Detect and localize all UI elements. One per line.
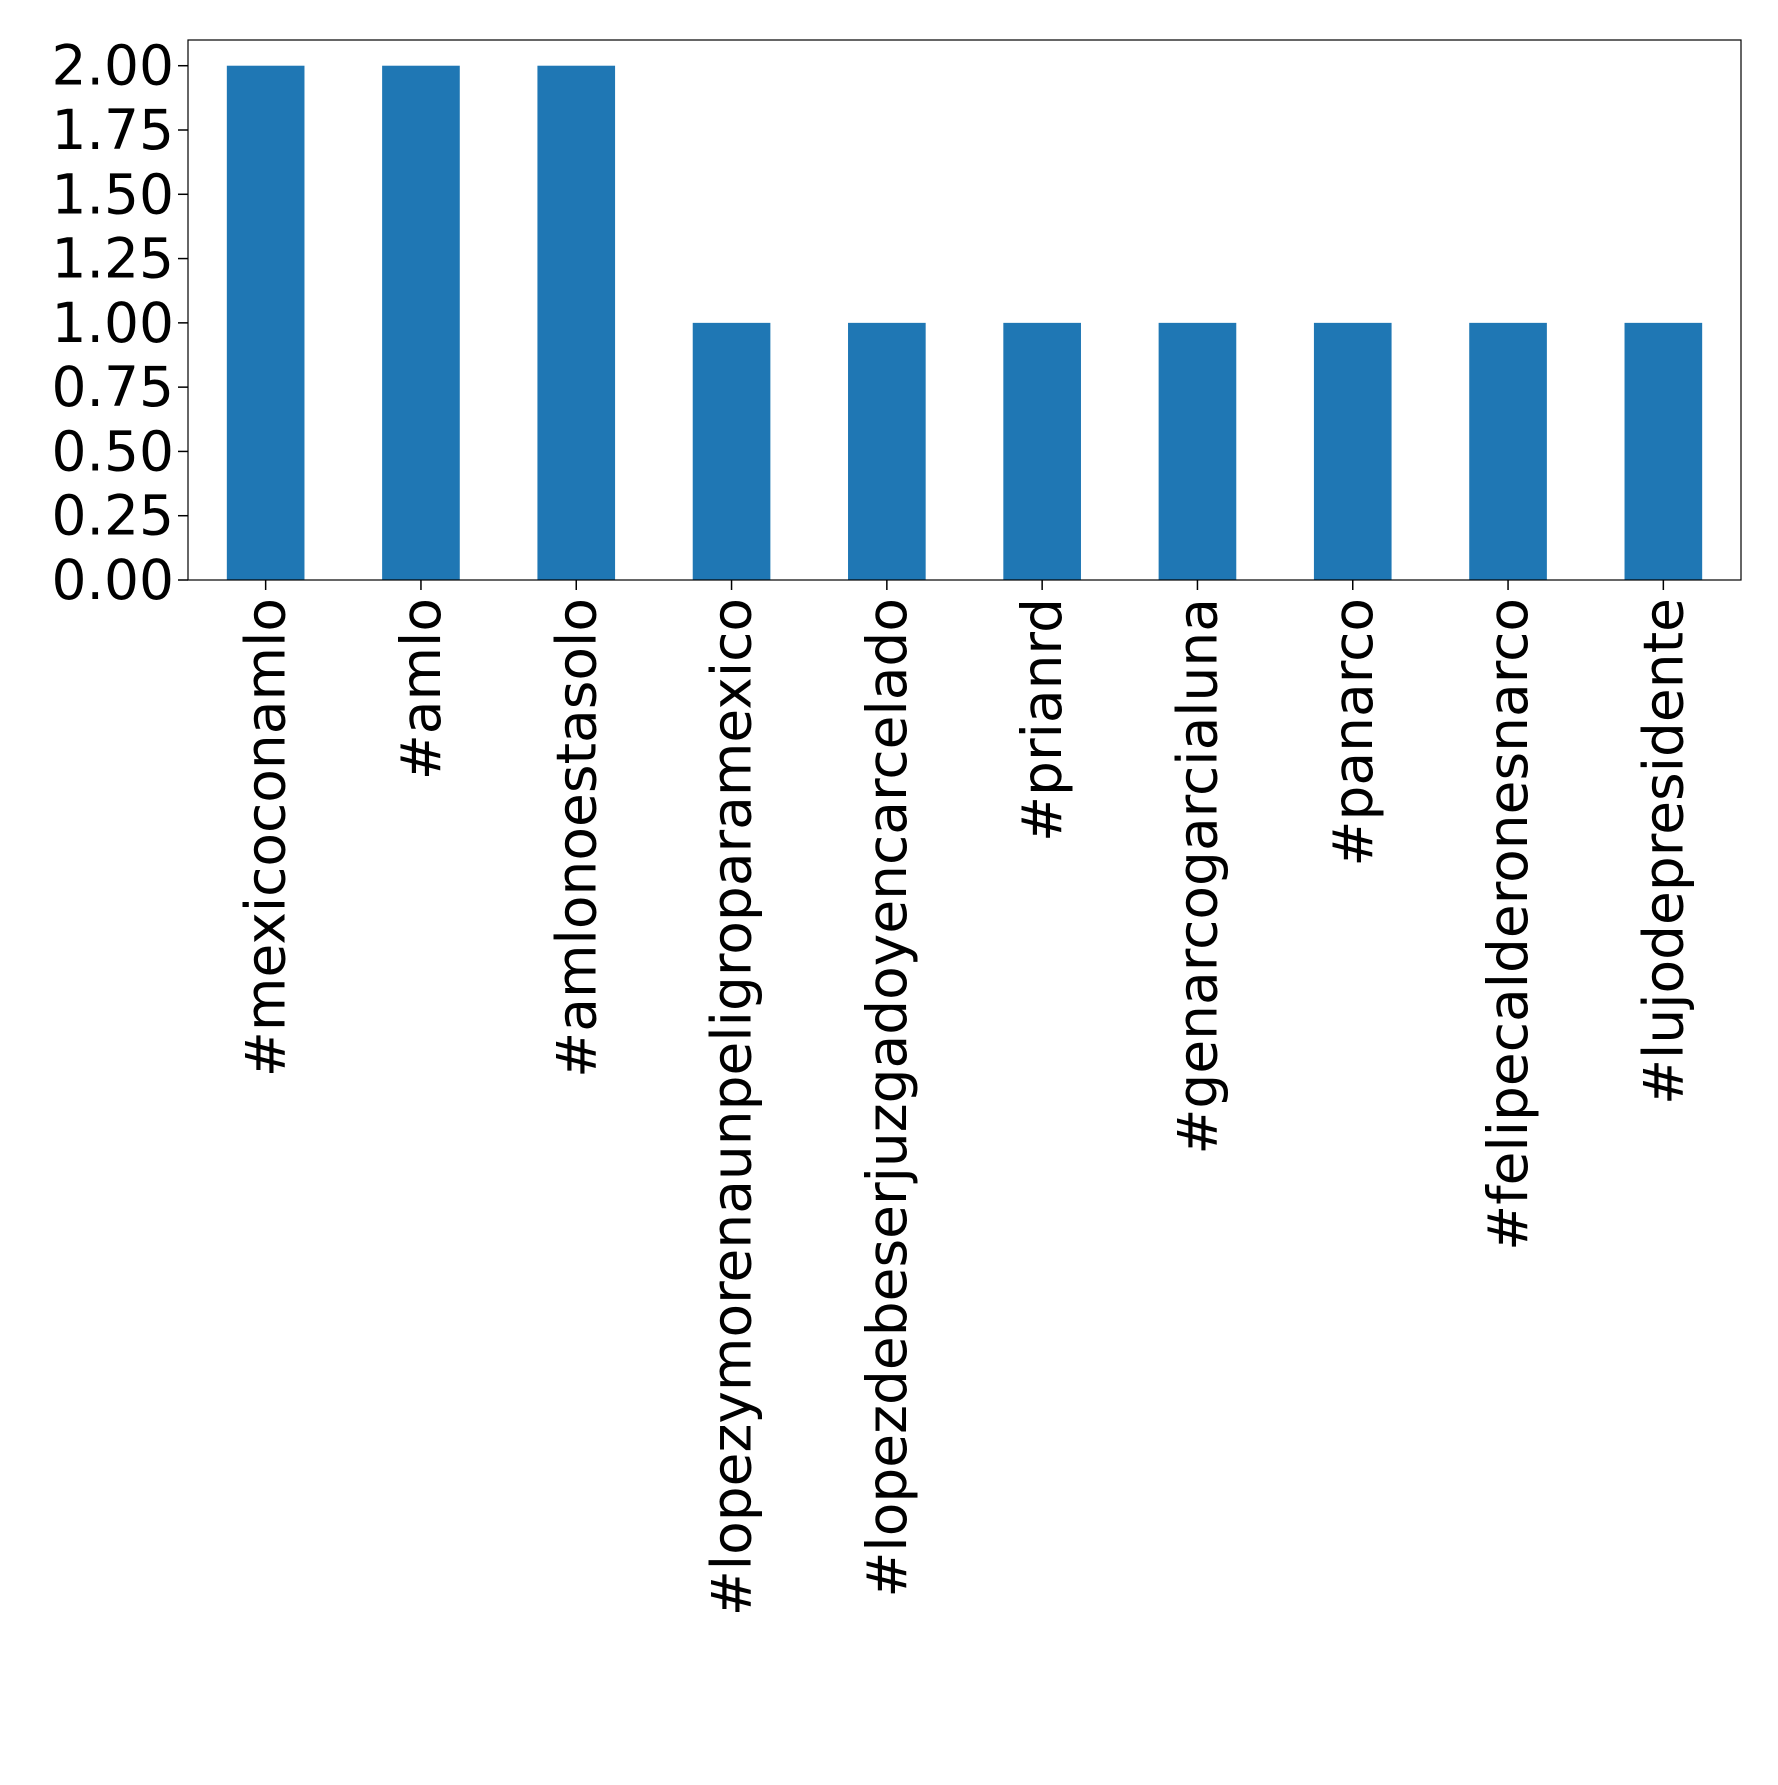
y-tick-label: 0.25 (52, 484, 174, 548)
x-tick-label: #lujodepresidente (1631, 598, 1695, 1105)
bar (226, 65, 305, 580)
bar (1003, 322, 1081, 580)
x-tick-label: #lopezymorenaunpeligroparamexico (700, 598, 764, 1616)
y-tick-label: 0.75 (52, 355, 174, 419)
x-tick-label: #panarco (1321, 598, 1385, 867)
x-tick-label: #amlo (389, 598, 453, 780)
y-tick-label: 1.50 (52, 162, 174, 226)
x-tick-label: #prianrd (1010, 598, 1074, 842)
y-axis: 0.000.250.500.751.001.251.501.752.00 (52, 34, 188, 612)
bar (1313, 322, 1392, 580)
bar (1469, 322, 1547, 580)
bar (537, 65, 616, 580)
y-tick-label: 1.25 (52, 227, 174, 291)
x-axis: #mexicoconamlo #amlo #amlonoestasolo #lopez… (234, 580, 1695, 1616)
x-tick-label: #lopezdebeserjuzgadoyencarcelado (855, 598, 919, 1598)
bars-layer (226, 65, 1703, 580)
y-tick-label: 0.50 (52, 419, 174, 483)
plot-frame (187, 39, 1742, 581)
y-tick-label: 2.00 (52, 34, 174, 98)
y-tick-label: 0.00 (52, 548, 174, 612)
y-tick-label: 1.75 (52, 98, 174, 162)
y-tick-label: 1.00 (52, 291, 174, 355)
x-tick-label: #mexicoconamlo (234, 598, 298, 1077)
bar (692, 322, 771, 580)
x-tick-label: #felipecalderonesnarco (1476, 598, 1540, 1251)
x-tick-label: #amlonoestasolo (544, 598, 608, 1078)
bar (382, 65, 460, 580)
x-tick-label: #genarcogarcialuna (1165, 598, 1229, 1155)
bar (1624, 322, 1703, 580)
bar (848, 322, 926, 580)
bar (1158, 322, 1237, 580)
